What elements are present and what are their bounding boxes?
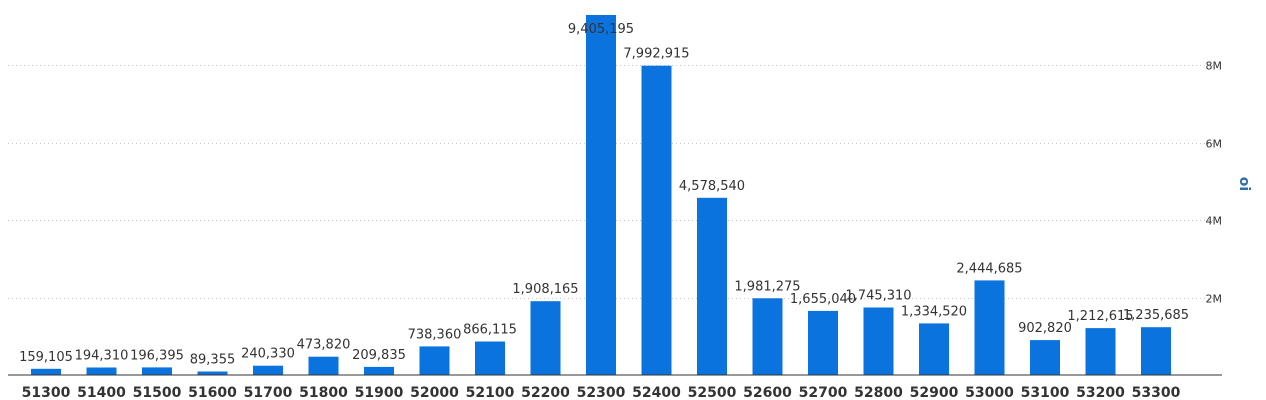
- data-label: 194,310: [75, 349, 129, 364]
- x-tick-label: 51800: [299, 385, 348, 400]
- x-tick-label: 51700: [244, 385, 293, 400]
- bar-52300: [586, 11, 616, 375]
- x-tick-label: 53300: [1132, 385, 1181, 400]
- data-label: 209,835: [352, 348, 406, 363]
- bar-52600: [752, 298, 783, 375]
- data-labels: 159,105 194,310 196,395 89,355 240,330473,82…: [19, 22, 1189, 368]
- x-tick-label: 51900: [355, 385, 404, 400]
- data-label: 7,992,915: [623, 47, 689, 62]
- data-label: 473,820: [297, 338, 351, 353]
- data-label: 1,334,520: [901, 304, 967, 319]
- bar-53200: [1085, 328, 1116, 375]
- y-tick-label: 4M: [1206, 215, 1223, 228]
- x-tick-label: 51400: [77, 385, 126, 400]
- corner-patch: [1222, 365, 1266, 400]
- y-tick-label: 6M: [1206, 138, 1223, 151]
- bar-52200: [530, 301, 561, 375]
- data-label: 1,745,310: [845, 289, 911, 304]
- x-tick-label: 51600: [188, 385, 237, 400]
- data-label: 2,444,685: [956, 261, 1022, 276]
- bar-53100: [1030, 340, 1060, 375]
- bar-51400: [86, 367, 117, 375]
- bars: [31, 11, 1171, 375]
- bar-51700: [253, 365, 283, 375]
- y-tick-label: 2M: [1206, 293, 1223, 306]
- top-clip-band: [0, 0, 1266, 15]
- x-tick-label: 52900: [910, 385, 959, 400]
- x-tick-label: 53100: [1021, 385, 1070, 400]
- x-tick-label: 52000: [410, 385, 459, 400]
- data-label: 89,355: [190, 353, 236, 368]
- bar-51500: [142, 367, 172, 375]
- x-tick-label: 53000: [965, 385, 1014, 400]
- x-tick-label: 52400: [632, 385, 681, 400]
- bar-52800: [863, 307, 894, 375]
- x-tick-label: 52100: [466, 385, 515, 400]
- y-tick-label: 8M: [1206, 60, 1223, 73]
- bar-52900: [919, 323, 949, 375]
- x-tick-label: 52200: [521, 385, 570, 400]
- x-tick-label: 52700: [799, 385, 848, 400]
- x-tick-label: 53200: [1076, 385, 1125, 400]
- data-label: 196,395: [130, 348, 184, 363]
- x-tick-label: 51500: [133, 385, 182, 400]
- data-label: 1,212,615: [1067, 309, 1133, 324]
- data-label: 1,655,040: [790, 292, 856, 307]
- data-label: 159,105: [19, 350, 73, 365]
- bar-51600: [197, 371, 228, 375]
- y-axis-title: oi: [1236, 177, 1252, 191]
- x-tick-label: 52300: [577, 385, 626, 400]
- y-axis-ticks: 2M 4M 6M 8M: [1206, 60, 1223, 306]
- bar-53300: [1141, 327, 1171, 375]
- x-axis-ticks: 51300 51400 51500 51600 51700 51800 51900 52000…: [22, 385, 1181, 400]
- data-label: 1,981,275: [734, 279, 800, 294]
- x-tick-label: 52600: [743, 385, 792, 400]
- bar-52700: [808, 310, 838, 375]
- data-label: 738,360: [408, 327, 462, 342]
- data-label: 4,578,540: [679, 179, 745, 194]
- data-label: 1,235,685: [1123, 308, 1189, 323]
- bar-52000: [419, 346, 450, 375]
- data-label: 9,405,195: [568, 22, 634, 37]
- bar-52400: [641, 65, 672, 375]
- data-label: 902,820: [1018, 321, 1072, 336]
- bar-51900: [364, 366, 394, 375]
- data-label: 866,115: [463, 323, 517, 338]
- bar-51800: [308, 356, 339, 375]
- x-tick-label: 52800: [854, 385, 903, 400]
- x-tick-label: 51300: [22, 385, 71, 400]
- x-tick-label: 52500: [688, 385, 737, 400]
- data-label: 240,330: [241, 347, 295, 362]
- data-label: 1,908,165: [512, 282, 578, 297]
- bar-52100: [475, 341, 505, 375]
- bar-53000: [974, 280, 1005, 375]
- bar-52500: [697, 197, 727, 375]
- bar-51300: [31, 368, 61, 375]
